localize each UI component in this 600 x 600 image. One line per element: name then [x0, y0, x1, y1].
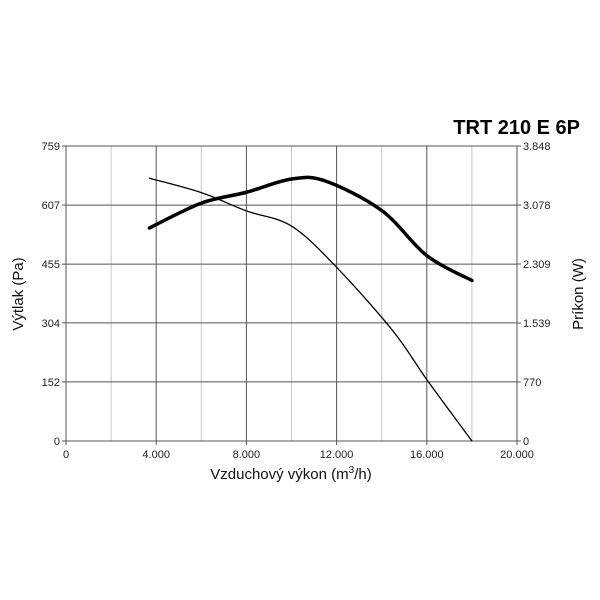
x-tick-label: 8.000: [233, 449, 261, 461]
y-left-tick-label: 0: [54, 436, 60, 448]
plot-frame: [65, 145, 518, 442]
chart-title: TRT 210 E 6P: [453, 117, 580, 139]
y-left-tick-label: 304: [42, 318, 60, 330]
y-left-tick-label: 607: [42, 200, 60, 212]
y-right-tick-label: 0: [523, 436, 529, 448]
y-right-tick-label: 2.309: [523, 259, 551, 271]
x-tick-label: 20.000: [500, 449, 534, 461]
y-left-tick-label: 455: [42, 259, 60, 271]
x-tick-label: 16.000: [410, 449, 444, 461]
series-layer: [147, 175, 474, 442]
tick-labels: 0 4.000 8.000 12.000 16.000 20.00001523044556…: [42, 141, 551, 461]
y-right-tick-label: 3.848: [523, 141, 551, 153]
x-axis-title: Vzduchový výkon (m3/h): [210, 465, 371, 483]
x-tick-label: 0: [63, 449, 69, 461]
x-tick-label: 12.000: [320, 449, 354, 461]
x-tick-label: 4.000: [142, 449, 170, 461]
series-line-thin: [148, 177, 473, 442]
y-right-tick-label: 770: [523, 377, 541, 389]
y-left-tick-label: 759: [42, 141, 60, 153]
y-axis-left-title: Výtlak (Pa): [10, 257, 27, 330]
x-axis-title-end: /h): [354, 466, 372, 483]
y-axis-right-title: Príkon (W): [570, 258, 587, 330]
y-right-tick-label: 1.539: [523, 318, 551, 330]
grid: [62, 145, 521, 445]
series-line-thick: [147, 175, 474, 283]
x-axis-title-sup: 3: [349, 465, 355, 476]
y-left-tick-label: 152: [42, 377, 60, 389]
y-right-tick-label: 3.078: [523, 200, 551, 212]
